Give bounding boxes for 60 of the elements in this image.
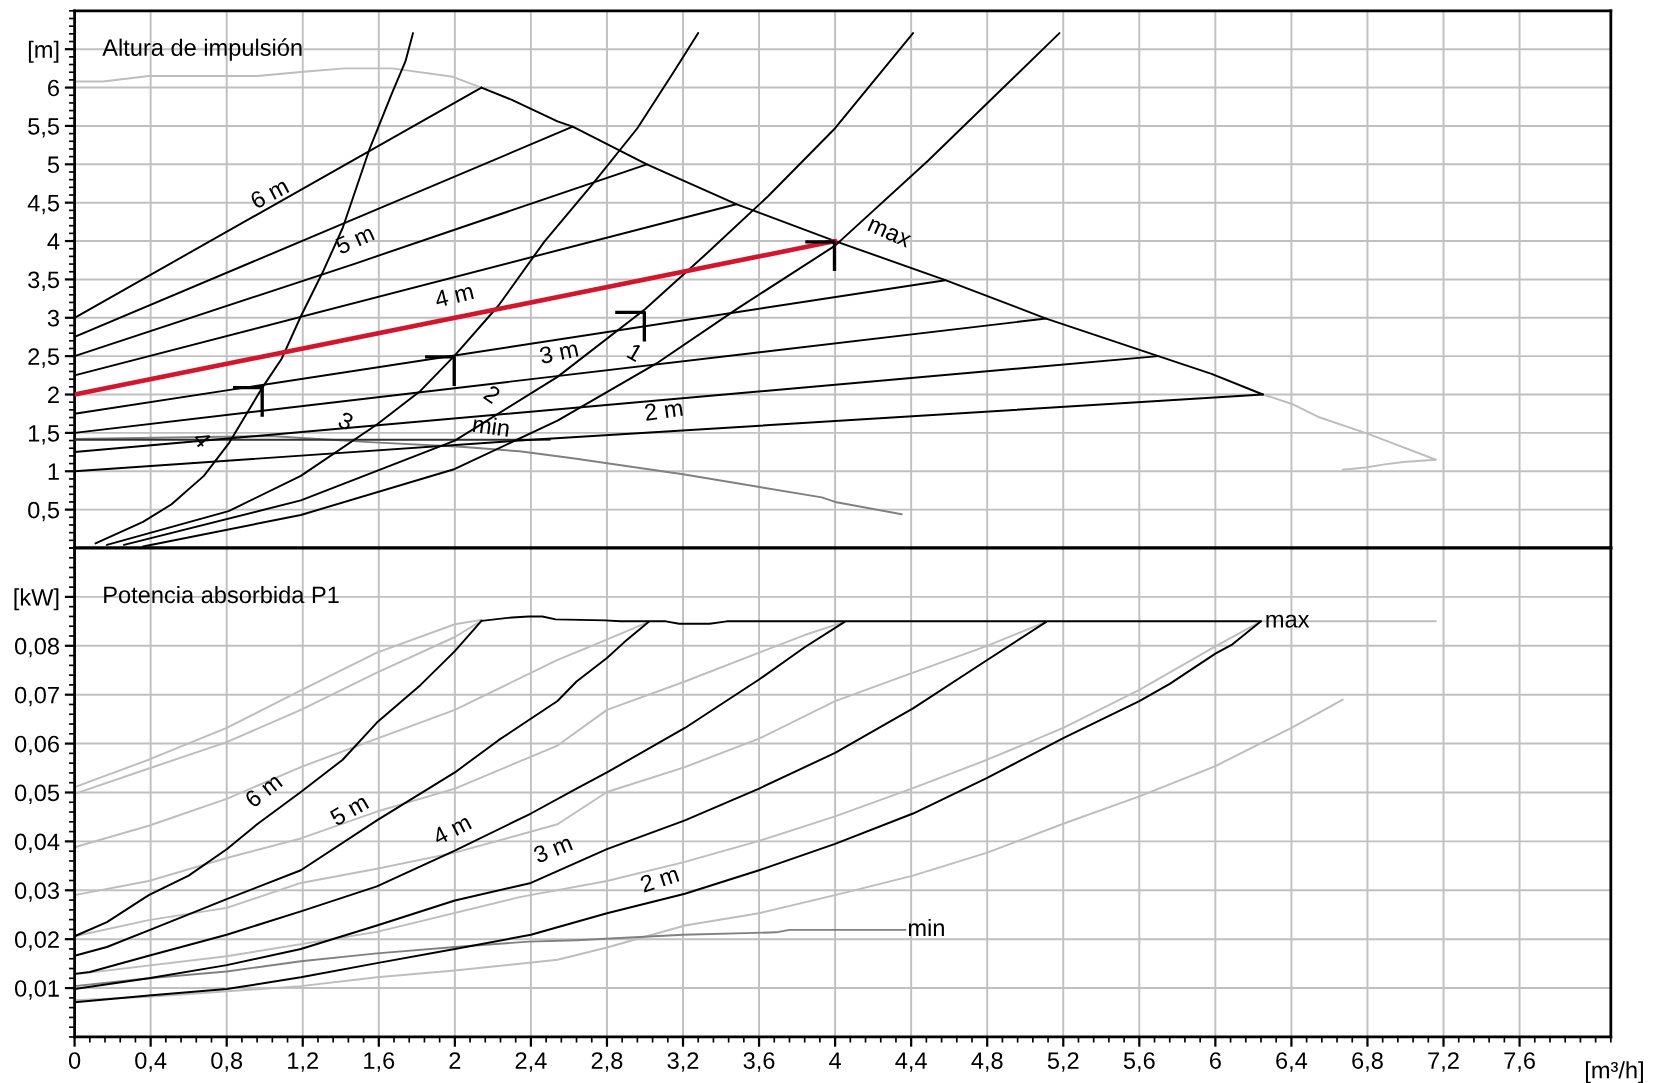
- y-tick-label: 5,5: [28, 118, 60, 138]
- y-tick-label: 0,06: [14, 735, 59, 756]
- text: Potencia absorbida P1: [104, 585, 339, 604]
- annotation: 1: [626, 342, 644, 363]
- x-tick-label: 0: [68, 1052, 81, 1069]
- annotation: 2: [483, 384, 502, 405]
- x-tick-label: 6,4: [1276, 1052, 1308, 1072]
- x-tick-label: 0,4: [135, 1052, 167, 1072]
- x-tick-label: 6: [1210, 1052, 1221, 1069]
- x-tick-label: 1,2: [288, 1052, 318, 1072]
- annotation: 3 m: [538, 340, 579, 365]
- annotation: min: [908, 918, 944, 936]
- x-tick-label: 6,8: [1352, 1052, 1383, 1072]
- annotation: 2 m: [639, 865, 680, 893]
- x-axis-title: [m³/h]: [1585, 1061, 1643, 1083]
- x-tick-label: 4: [829, 1052, 841, 1069]
- x-tick-label: 7,6: [1504, 1052, 1535, 1072]
- y-tick-label: 0,03: [14, 882, 59, 902]
- y-tick-label: 0,5: [28, 501, 60, 522]
- y-tick-label: 3: [47, 309, 59, 327]
- x-tick-label: 5,6: [1123, 1052, 1155, 1072]
- y-tick-label: 3,5: [28, 271, 60, 291]
- y-tick-label: 0,01: [14, 980, 59, 1000]
- y-tick-label: 0,07: [14, 686, 59, 707]
- x-tick-label: 0,8: [211, 1052, 243, 1072]
- y-tick-label: 1,5: [28, 425, 60, 445]
- y-tick-label: 5: [47, 156, 60, 174]
- y-tick-label: 1: [48, 463, 59, 480]
- annotation: 4 m: [433, 282, 474, 308]
- x-tick-label: 3,2: [667, 1052, 699, 1072]
- annotation: 5 m: [329, 793, 370, 827]
- x-tick-label: 5,2: [1047, 1052, 1079, 1072]
- y-tick-label: 4: [47, 233, 60, 250]
- x-tick-label: 2,8: [591, 1052, 623, 1072]
- y-tick-label: 0,02: [14, 931, 59, 951]
- y-tick-label: 2,5: [28, 348, 60, 368]
- y-tick-label: 0,08: [14, 637, 59, 658]
- annotation: max: [1266, 614, 1310, 628]
- x-tick-label: 2,4: [515, 1052, 547, 1072]
- y-tick-label: [kW]: [14, 588, 59, 611]
- text: Altura de impulsión: [102, 38, 302, 61]
- annotation: max: [867, 218, 912, 248]
- y-tick-label: 0,05: [14, 784, 60, 805]
- annotation: 6 m: [243, 772, 283, 809]
- x-tick-label: 3,6: [743, 1052, 775, 1072]
- annotation: 6 m: [249, 177, 290, 210]
- annotation: 4 m: [431, 813, 472, 846]
- y-tick-label: 0,04: [14, 833, 60, 853]
- x-tick-label: 2: [449, 1052, 461, 1069]
- x-tick-label: 4,8: [971, 1052, 1003, 1072]
- annotation: 2 m: [644, 399, 683, 421]
- x-tick-label: 1,6: [364, 1052, 395, 1072]
- y-tick-label: 4,5: [27, 194, 60, 215]
- annotation: min: [472, 414, 510, 437]
- y-tick-label: 6: [48, 79, 59, 97]
- y-tick-label: [m]: [28, 40, 59, 63]
- x-tick-label: 7,2: [1428, 1052, 1459, 1072]
- y-tick-label: 2: [48, 386, 59, 404]
- annotation: 3 m: [532, 834, 573, 864]
- x-tick-label: 4,4: [895, 1052, 927, 1072]
